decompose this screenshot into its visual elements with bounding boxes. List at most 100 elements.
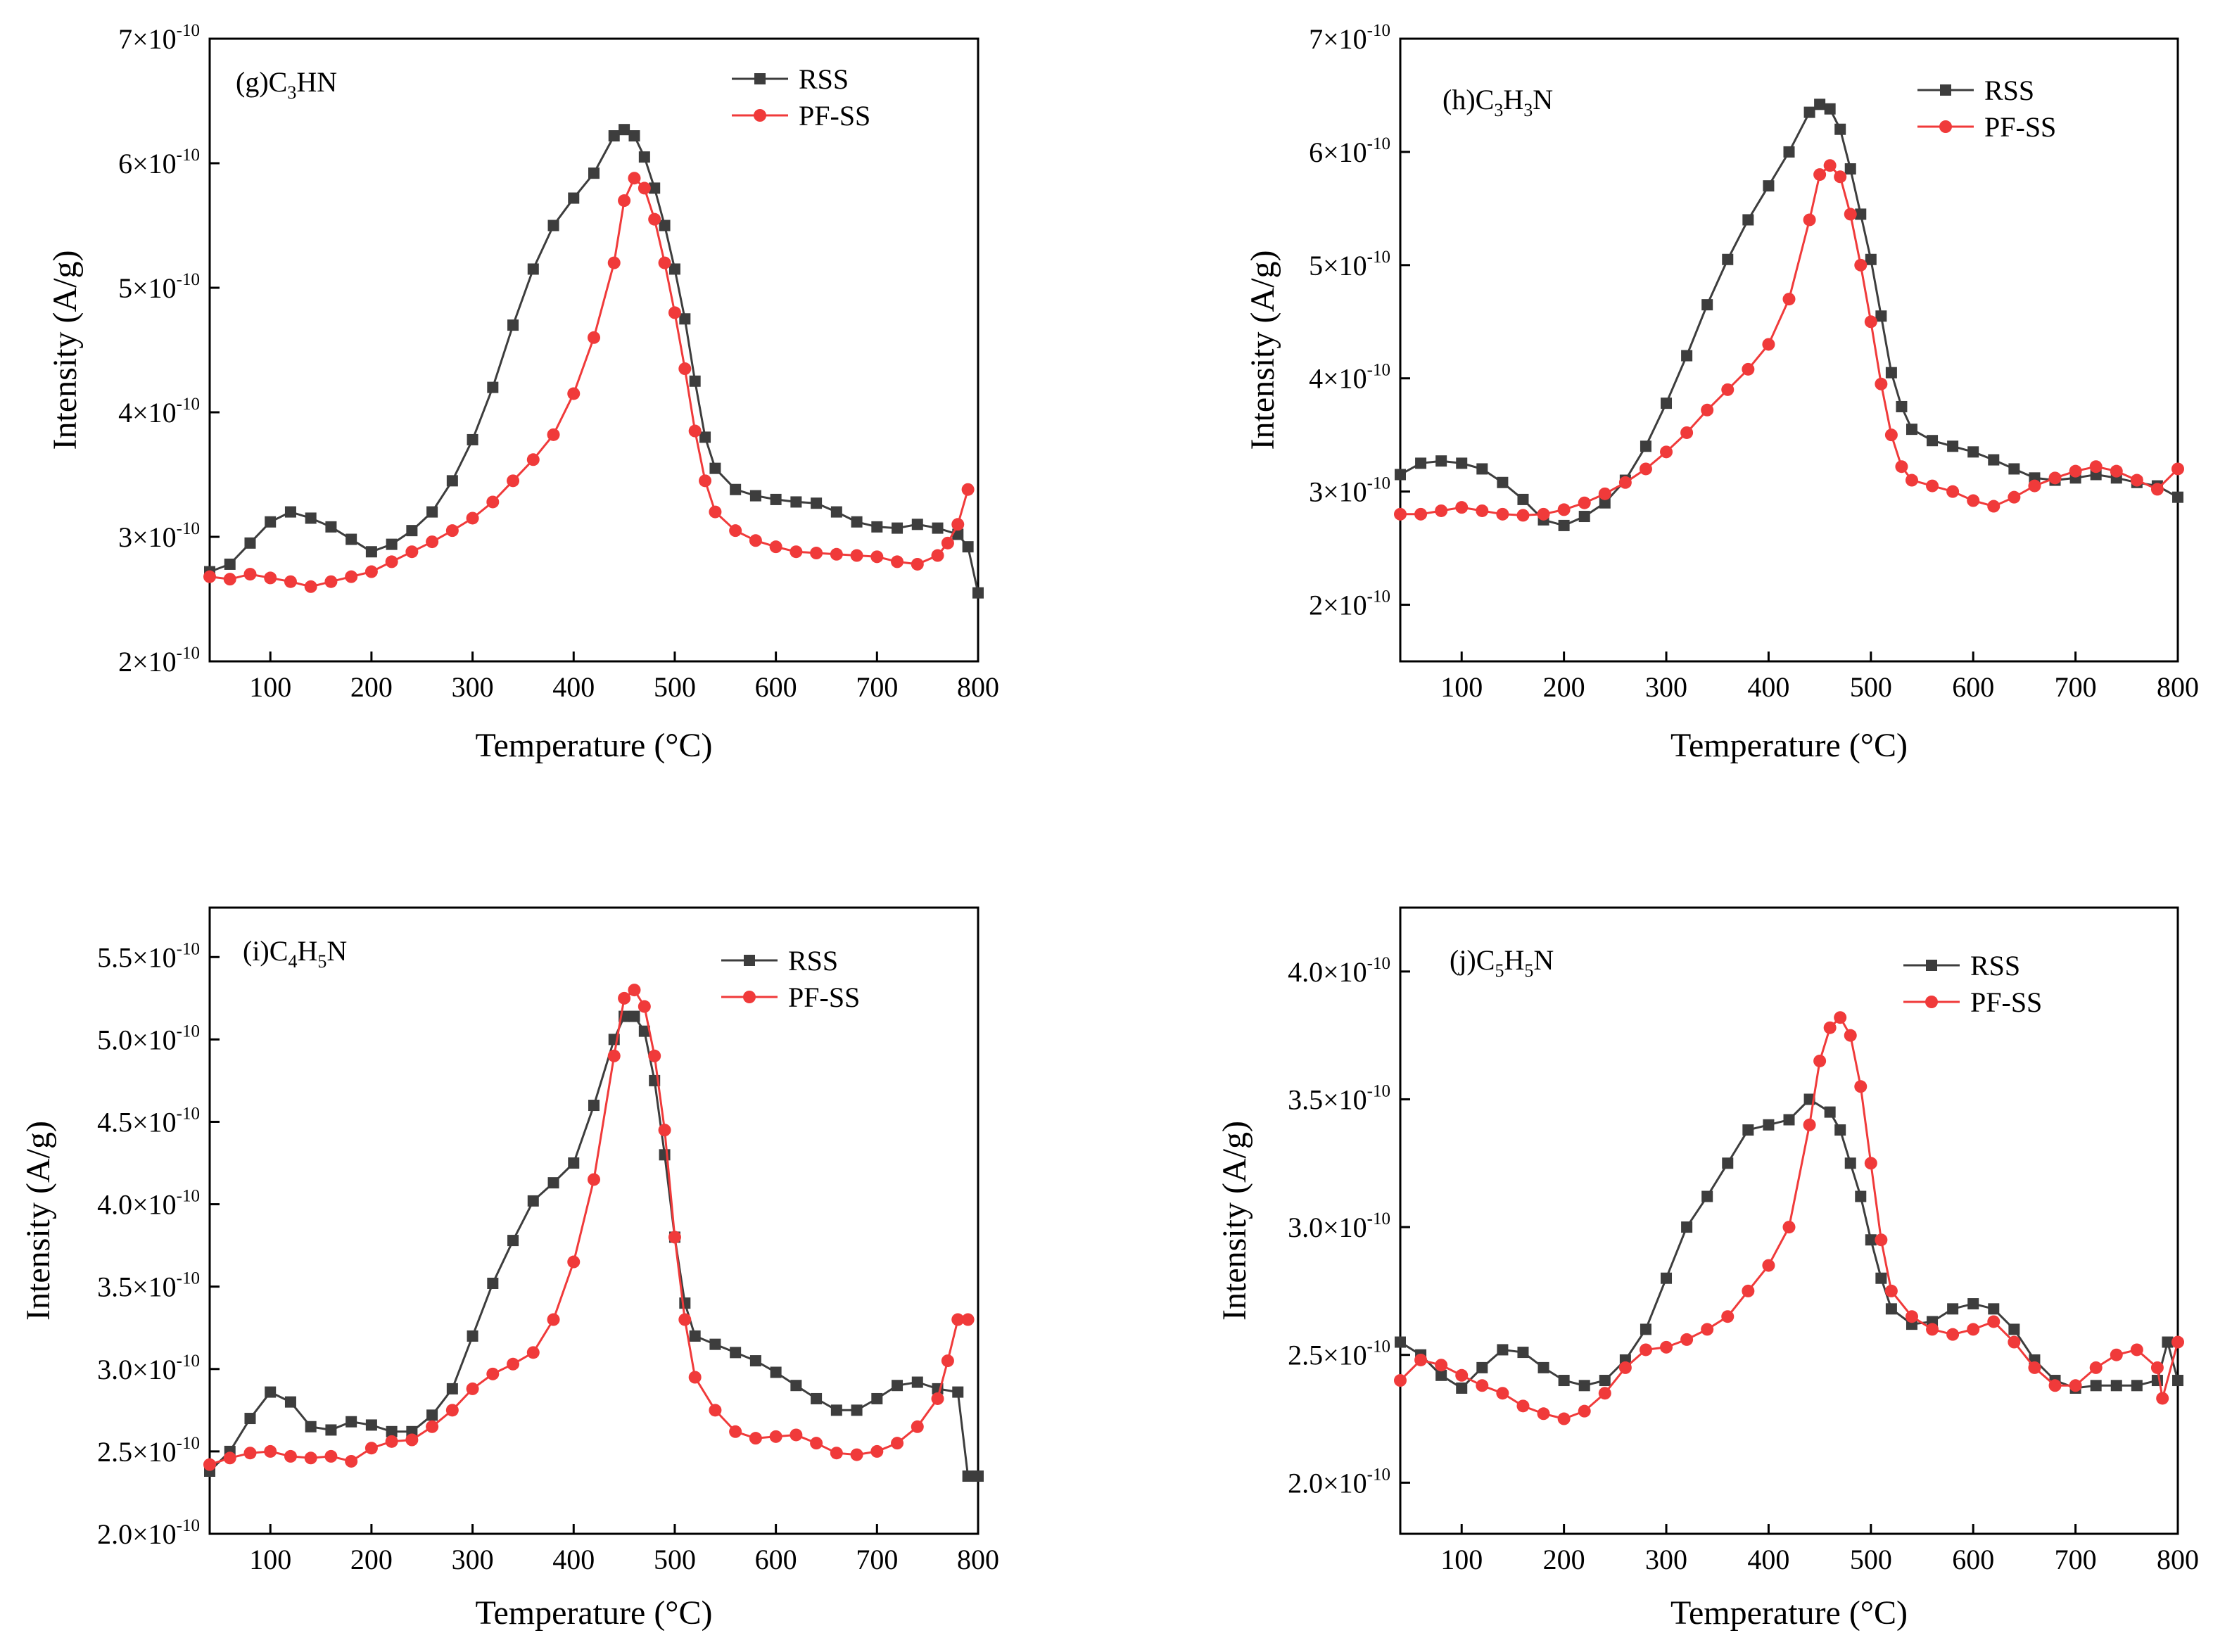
text-span: 500: [654, 671, 696, 703]
data-point-marker: [2028, 1361, 2041, 1374]
data-point-marker: [2048, 471, 2062, 485]
data-point-marker: [405, 545, 419, 559]
text-span: 400: [552, 671, 595, 703]
data-point-marker: [961, 483, 975, 496]
data-point-marker: [709, 505, 722, 519]
data-point-marker: [1496, 1387, 1509, 1400]
data-point-marker: [638, 1000, 651, 1013]
text-span: 7: [1309, 23, 1323, 55]
data-point-marker: [1558, 519, 1570, 531]
data-point-marker: [1578, 511, 1590, 523]
text-span: -10: [1367, 21, 1390, 40]
text-span: H: [1504, 944, 1524, 976]
data-point-marker: [1516, 509, 1530, 522]
data-point-marker: [304, 1451, 317, 1465]
text-span: 600: [755, 671, 797, 703]
y-tick-label: 7×10-10: [118, 21, 200, 55]
data-point-marker: [284, 575, 297, 588]
data-point-marker: [345, 533, 357, 545]
data-point-marker: [2172, 491, 2183, 503]
data-point-marker: [1455, 501, 1469, 514]
data-point-marker: [638, 1025, 650, 1037]
data-point-marker: [1824, 1106, 1836, 1118]
series-line: [209, 128, 979, 594]
data-point-marker: [1844, 208, 1857, 221]
data-point-marker: [1834, 1011, 1847, 1024]
text-span: ×10: [1323, 1084, 1367, 1115]
data-point-marker: [1906, 424, 1917, 436]
text-span: -10: [177, 1022, 200, 1041]
legend-label: RSS: [799, 63, 849, 95]
data-point-marker: [567, 387, 581, 400]
data-point-marker: [2131, 1380, 2143, 1392]
data-point-marker: [1988, 1303, 2000, 1315]
y-tick-label: 5.0×10-10: [97, 1022, 200, 1055]
text-span: ×10: [132, 1189, 177, 1221]
text-span: 4: [288, 951, 297, 972]
text-span: 600: [1952, 671, 1994, 703]
x-tick-label: 300: [452, 1544, 494, 1575]
data-point-marker: [891, 555, 904, 568]
data-point-marker: [1782, 1221, 1796, 1234]
data-point-marker: [658, 1124, 671, 1137]
data-point-marker: [1661, 398, 1673, 409]
y-tick-label: 4.0×10-10: [97, 1187, 200, 1221]
legend-label: PF-SS: [1984, 111, 2056, 143]
data-point-marker: [659, 1149, 671, 1161]
data-point-marker: [941, 536, 954, 549]
data-point-marker: [1947, 1303, 1959, 1315]
data-point-marker: [668, 263, 680, 275]
text-span: -10: [1367, 1465, 1390, 1484]
text-span: ×10: [132, 1106, 177, 1138]
data-point-marker: [588, 331, 600, 344]
text-span: -10: [177, 270, 200, 289]
data-point-marker: [810, 547, 823, 560]
text-span: 6: [118, 148, 132, 179]
data-point-marker: [1497, 1344, 1509, 1356]
data-point-marker: [2110, 464, 2123, 478]
data-point-marker: [709, 1338, 721, 1350]
text-span: ×10: [1323, 1467, 1367, 1499]
x-tick-label: 500: [654, 1544, 696, 1575]
data-point-marker: [1742, 214, 1754, 226]
data-point-marker: [1435, 455, 1447, 467]
data-point-marker: [628, 1010, 640, 1022]
text-span: -10: [1367, 1338, 1390, 1356]
text-span: 300: [1645, 1544, 1687, 1575]
text-span: PF-SS: [1970, 986, 2042, 1018]
text-span: 4: [118, 397, 132, 428]
text-span: Intensity (A/g): [1244, 250, 1281, 450]
data-point-marker: [1517, 493, 1529, 505]
data-point-marker: [830, 506, 842, 518]
data-point-marker: [284, 1449, 297, 1463]
data-point-marker: [1661, 1272, 1673, 1284]
data-point-marker: [1681, 350, 1693, 362]
x-tick-label: 700: [2055, 1544, 2097, 1575]
legend-label: PF-SS: [788, 981, 860, 1013]
text-span: 800: [957, 671, 999, 703]
data-point-marker: [1865, 253, 1877, 265]
y-tick-label: 3.5×10-10: [97, 1269, 200, 1303]
data-point-marker: [446, 1383, 458, 1394]
data-point-marker: [2069, 464, 2082, 478]
data-point-marker: [1875, 1233, 1888, 1247]
x-axis-title: Temperature (°C): [475, 727, 712, 764]
data-point-marker: [2008, 463, 2020, 475]
text-span: 3.5: [97, 1271, 132, 1303]
text-span: 5: [1495, 960, 1504, 981]
data-point-marker: [426, 535, 439, 549]
legend: RSS PF-SS: [1903, 950, 2042, 1018]
y-tick-label: 2.5×10-10: [97, 1434, 200, 1468]
text-span: 300: [452, 671, 494, 703]
text-span: RSS: [799, 63, 849, 95]
data-point-marker: [568, 1157, 580, 1169]
data-point-marker: [466, 512, 479, 525]
data-point-marker: [699, 431, 711, 443]
x-axis-title: Temperature (°C): [1670, 727, 1908, 764]
data-point-marker: [345, 570, 358, 583]
x-tick-label: 500: [1850, 671, 1892, 703]
text-span: -10: [177, 644, 200, 663]
y-tick-label: 3.0×10-10: [1288, 1209, 1390, 1243]
data-point-marker: [2171, 462, 2184, 476]
text-span: 4.0: [1288, 956, 1323, 988]
